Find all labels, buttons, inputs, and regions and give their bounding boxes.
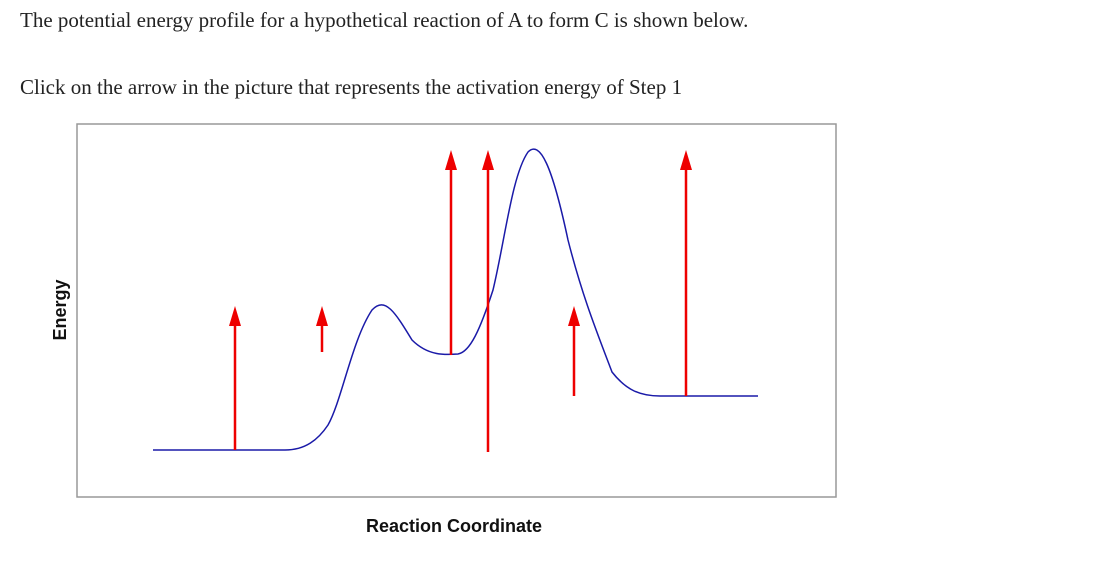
arrow-intermediate[interactable]	[445, 150, 457, 355]
y-axis-label: Energy	[50, 279, 70, 340]
arrow-enthalpy-change[interactable]	[568, 306, 580, 396]
arrow-product[interactable]	[680, 150, 692, 396]
energy-curve	[153, 148, 758, 451]
arrow-overall-peak[interactable]	[482, 150, 494, 452]
question-intro: The potential energy profile for a hypot…	[20, 8, 749, 32]
arrow-reactant[interactable]	[229, 306, 241, 450]
arrow-first-peak[interactable]	[316, 306, 328, 352]
x-axis-label: Reaction Coordinate	[366, 516, 542, 536]
question-prompt: Click on the arrow in the picture that r…	[20, 75, 683, 99]
diagram-frame	[76, 123, 837, 498]
